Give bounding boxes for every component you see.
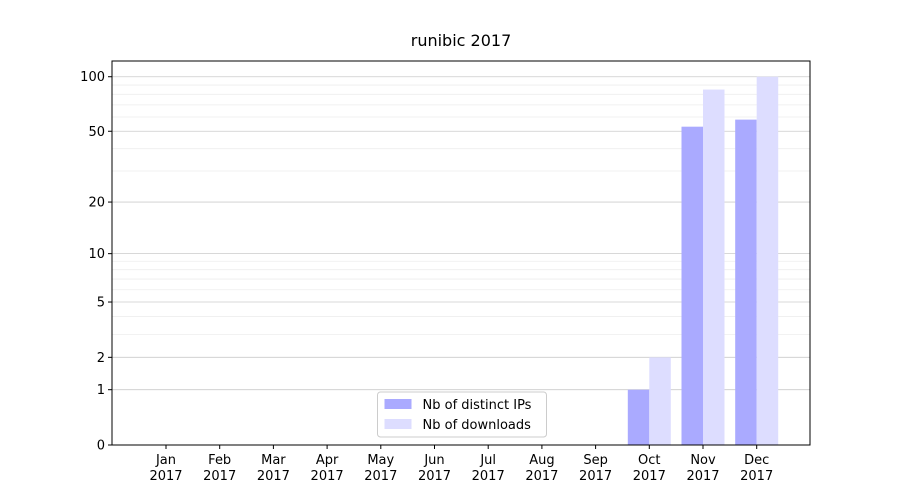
legend-swatch: [384, 399, 412, 409]
y-tick-label: 5: [97, 296, 105, 311]
x-tick-label: Feb 2017: [203, 453, 237, 484]
plot-frame: [111, 60, 811, 446]
x-tick-label: Oct 2017: [632, 453, 666, 484]
legend-label: Nb of distinct IPs: [423, 398, 532, 413]
x-tick-label: Nov 2017: [686, 453, 720, 484]
legend-box: [377, 391, 547, 438]
x-tick-label: Aug 2017: [525, 453, 559, 484]
y-tick-label: 1: [97, 383, 105, 398]
bar: [681, 126, 703, 446]
x-tick-label: Apr 2017: [310, 453, 344, 484]
y-tick-label: 100: [80, 70, 105, 85]
y-tick-label: 0: [97, 439, 105, 454]
legend-label: Nb of downloads: [423, 418, 532, 433]
bar: [627, 389, 650, 445]
chart-title: runibic 2017: [411, 31, 512, 50]
bar: [756, 76, 779, 445]
bar: [703, 89, 725, 446]
legend: Nb of distinct IPs Nb of downloads: [377, 391, 547, 438]
x-tick-label: Jun 2017: [417, 453, 452, 484]
y-tick-label: 20: [88, 196, 105, 211]
y-tick-label: 10: [88, 247, 105, 262]
bar: [649, 357, 671, 445]
legend-swatch: [384, 419, 412, 429]
x-tick-label: Dec 2017: [740, 453, 774, 484]
y-tick-label: 50: [88, 125, 105, 140]
x-tick-label: Mar 2017: [256, 453, 290, 484]
x-tick-label: May 2017: [364, 453, 398, 484]
y-tick-label: 2: [97, 351, 105, 366]
x-tick-label: Jul 2017: [471, 453, 505, 484]
bar: [735, 119, 757, 445]
x-tick-label: Sep 2017: [579, 453, 613, 484]
x-tick-label: Jan 2017: [149, 453, 183, 484]
